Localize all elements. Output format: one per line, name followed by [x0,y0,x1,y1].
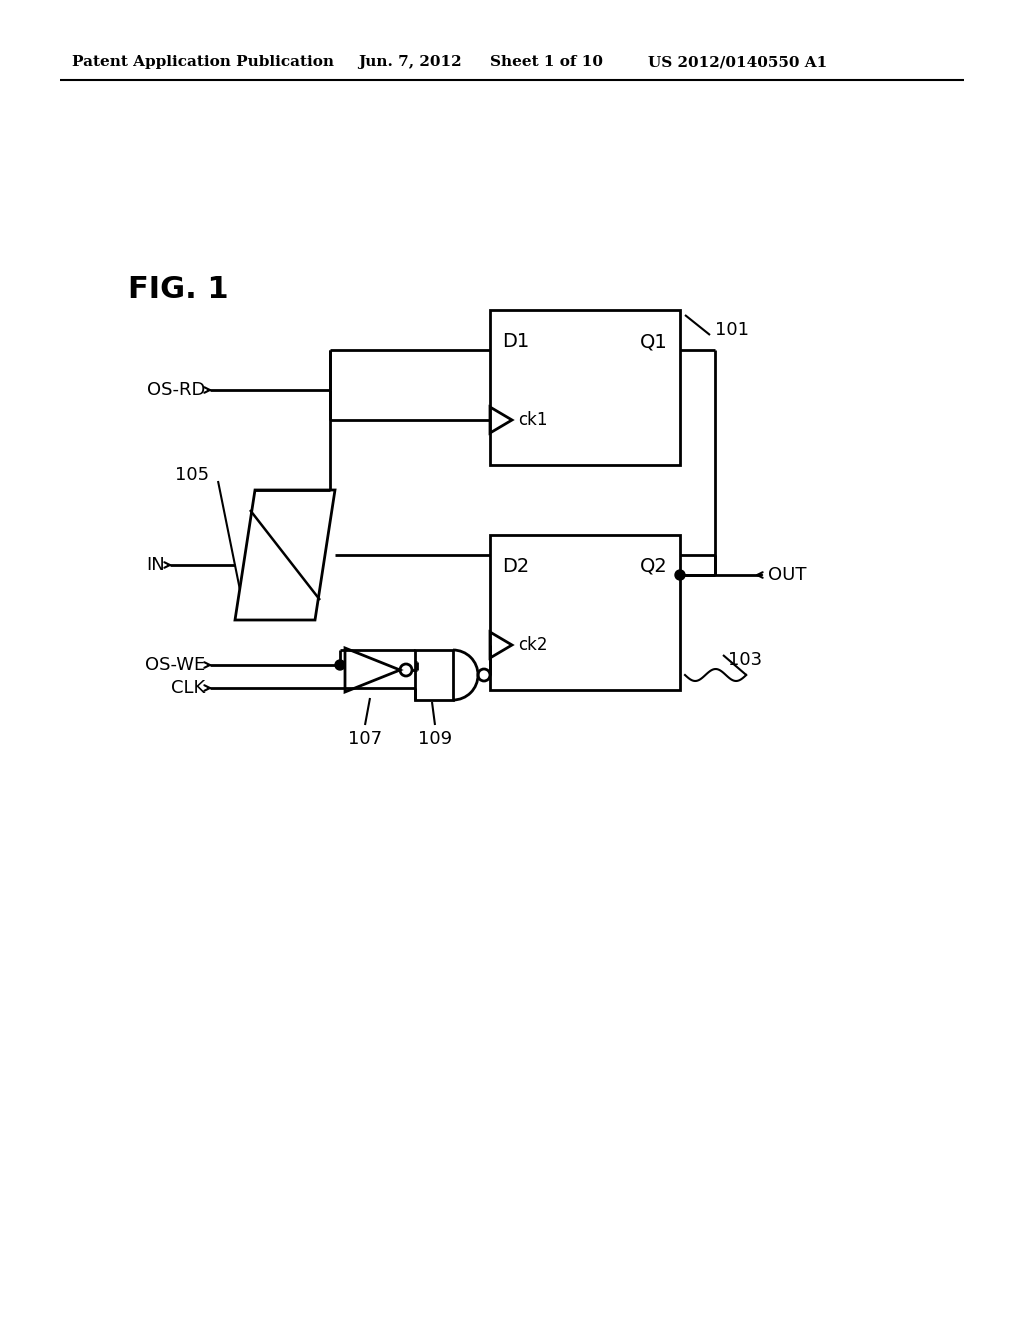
Bar [490,535,680,690]
Text: IN: IN [146,556,165,574]
Circle shape [675,570,685,579]
Text: Jun. 7, 2012: Jun. 7, 2012 [358,55,462,69]
Text: Patent Application Publication: Patent Application Publication [72,55,334,69]
Text: CLK: CLK [171,678,205,697]
Bar [415,649,453,700]
Text: 101: 101 [715,321,749,339]
Text: FIG. 1: FIG. 1 [128,275,228,304]
Text: OS-WE: OS-WE [144,656,205,675]
Text: ck1: ck1 [518,411,548,429]
Text: 105: 105 [175,466,209,484]
Text: Sheet 1 of 10: Sheet 1 of 10 [490,55,603,69]
Bar [490,310,680,465]
Text: D2: D2 [502,557,529,576]
Text: OUT: OUT [768,566,807,583]
Text: US 2012/0140550 A1: US 2012/0140550 A1 [648,55,827,69]
Text: D1: D1 [502,333,529,351]
Text: Q2: Q2 [640,557,668,576]
Text: 109: 109 [418,730,452,748]
Text: 103: 103 [728,651,762,669]
Text: OS-RD: OS-RD [146,381,205,399]
Text: ck2: ck2 [518,636,548,653]
Text: Q1: Q1 [640,333,668,351]
Text: 107: 107 [348,730,382,748]
Circle shape [335,660,345,671]
